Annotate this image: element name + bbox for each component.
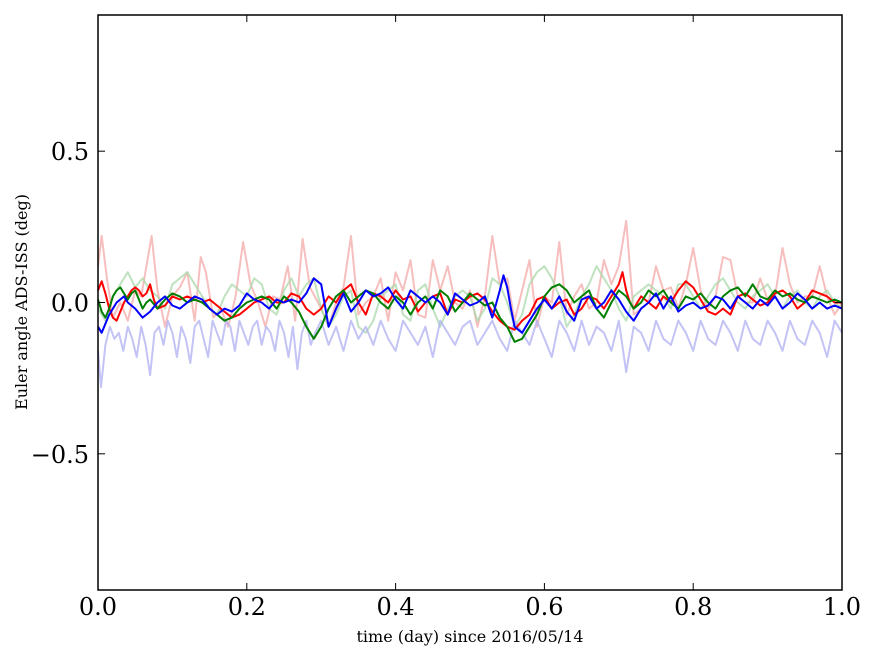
y-axis: −0.5 0.0 0.5 bbox=[31, 138, 842, 469]
plot-frame bbox=[97, 14, 843, 591]
y-axis-title: Euler angle ADS-ISS (deg) bbox=[12, 194, 31, 410]
x-tick-label: 0.4 bbox=[377, 593, 415, 621]
x-tick-label: 0.2 bbox=[228, 593, 266, 621]
x-tick-label: 0.6 bbox=[525, 593, 563, 621]
y-tick-label: 0.0 bbox=[51, 290, 89, 318]
x-tick-label: 0.0 bbox=[79, 593, 117, 621]
y-tick-label: 0.5 bbox=[51, 138, 89, 166]
x-axis: 0.0 0.2 0.4 0.6 0.8 1.0 bbox=[79, 15, 861, 621]
x-axis-title: time (day) since 2016/05/14 bbox=[356, 627, 583, 646]
series-line-6 bbox=[97, 274, 843, 334]
x-tick-label: 1.0 bbox=[823, 593, 861, 621]
x-tick-label: 0.8 bbox=[674, 593, 712, 621]
series-line-1 bbox=[97, 219, 843, 328]
series-line-3 bbox=[97, 319, 843, 389]
series-layer bbox=[97, 219, 843, 389]
y-tick-label: −0.5 bbox=[31, 441, 89, 469]
